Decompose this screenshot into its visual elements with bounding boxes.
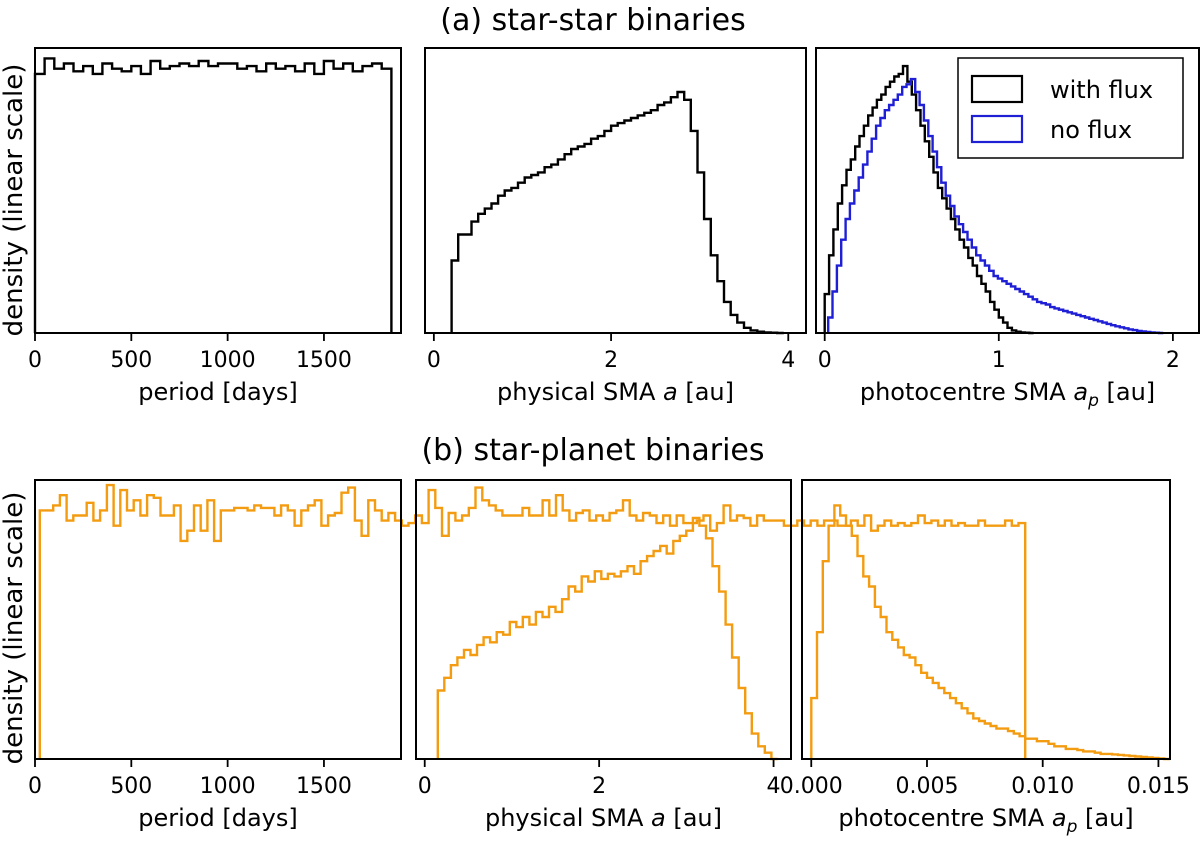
panel-a1: 0 500 1000 1500 period [days] bbox=[28, 47, 402, 406]
histogram-a1-series-0 bbox=[33, 57, 393, 333]
histogram-b3-series-0 bbox=[810, 504, 1170, 761]
axes-frame-b3 bbox=[801, 479, 1171, 760]
x-tick-label-b3-0: 0.000 bbox=[780, 774, 843, 799]
axes-frame-a1 bbox=[34, 47, 402, 334]
x-tick-label-a2-1: 2 bbox=[604, 348, 618, 373]
panel-b2: 0 2 4 physical SMA a [au] bbox=[415, 479, 792, 832]
x-tick-label-b1-2: 1000 bbox=[200, 774, 256, 799]
histogram-a3-no-flux-series-1 bbox=[827, 77, 1164, 335]
x-axis-label-a2: physical SMA a [au] bbox=[497, 378, 734, 406]
x-axis-label-a3: photocentre SMA ap [au] bbox=[860, 378, 1155, 411]
x-tick-label-a3-2: 2 bbox=[1166, 348, 1180, 373]
axes-frame-b2 bbox=[415, 479, 792, 760]
axes-frame-b1 bbox=[34, 479, 402, 760]
panel-a3: 0 1 2 photocentre SMA ap [au] bbox=[815, 47, 1200, 411]
legend-swatch-with-flux bbox=[970, 74, 1024, 104]
row-title-a: (a) star-star binaries bbox=[440, 3, 746, 38]
x-tick-label-b1-3: 1500 bbox=[296, 774, 352, 799]
legend: with flux no flux bbox=[957, 57, 1184, 159]
x-tick-label-b3-1: 0.005 bbox=[895, 774, 958, 799]
histogram-b2-series-0 bbox=[436, 516, 778, 761]
x-tick-label-a2-0: 0 bbox=[427, 348, 441, 373]
x-axis-label-a1: period [days] bbox=[138, 378, 297, 406]
x-axis-label-b3: photocentre SMA ap [au] bbox=[838, 804, 1133, 837]
x-axis-label-b2: physical SMA a [au] bbox=[485, 804, 722, 832]
ylabel-row-a: density (linear scale) bbox=[0, 64, 29, 337]
x-tick-label-a3-0: 0 bbox=[818, 348, 832, 373]
x-tick-label-b1-0: 0 bbox=[28, 774, 42, 799]
x-tick-label-b1-1: 500 bbox=[110, 774, 152, 799]
x-tick-label-a2-2: 4 bbox=[781, 348, 795, 373]
x-tick-label-a3-1: 1 bbox=[992, 348, 1006, 373]
legend-label-with-flux: with flux bbox=[1050, 76, 1153, 104]
x-tick-label-b3-3: 0.015 bbox=[1127, 774, 1190, 799]
x-tick-label-a1-0: 0 bbox=[28, 348, 42, 373]
panel-b1: 0 500 1000 1500 period [days] bbox=[28, 479, 1027, 832]
x-tick-label-b2-1: 2 bbox=[592, 774, 606, 799]
x-tick-label-a1-3: 1500 bbox=[296, 348, 352, 373]
panel-b3: 0.000 0.005 0.010 0.015 photocentre SMA ap [… bbox=[780, 479, 1190, 837]
ylabel-row-b: density (linear scale) bbox=[0, 492, 29, 765]
legend-swatch-no-flux bbox=[970, 114, 1024, 144]
row-title-b: (b) star-planet binaries bbox=[421, 433, 764, 468]
axes-frame-a3 bbox=[815, 47, 1200, 334]
x-axis-label-b1: period [days] bbox=[138, 804, 297, 832]
x-tick-label-a1-2: 1000 bbox=[200, 348, 256, 373]
x-tick-label-b2-2: 4 bbox=[767, 774, 781, 799]
histogram-a3-with-flux-series-0 bbox=[823, 64, 1034, 335]
axes-frame-a2 bbox=[424, 47, 807, 334]
legend-label-no-flux: no flux bbox=[1050, 116, 1132, 144]
x-tick-label-b3-2: 0.010 bbox=[1011, 774, 1074, 799]
panel-a2: 0 2 4 physical SMA a [au] bbox=[424, 47, 807, 406]
x-tick-label-a1-1: 500 bbox=[110, 348, 152, 373]
histogram-b1-series-0 bbox=[38, 483, 1027, 759]
x-tick-label-b2-0: 0 bbox=[418, 774, 432, 799]
histogram-a2-series-0 bbox=[450, 90, 784, 335]
